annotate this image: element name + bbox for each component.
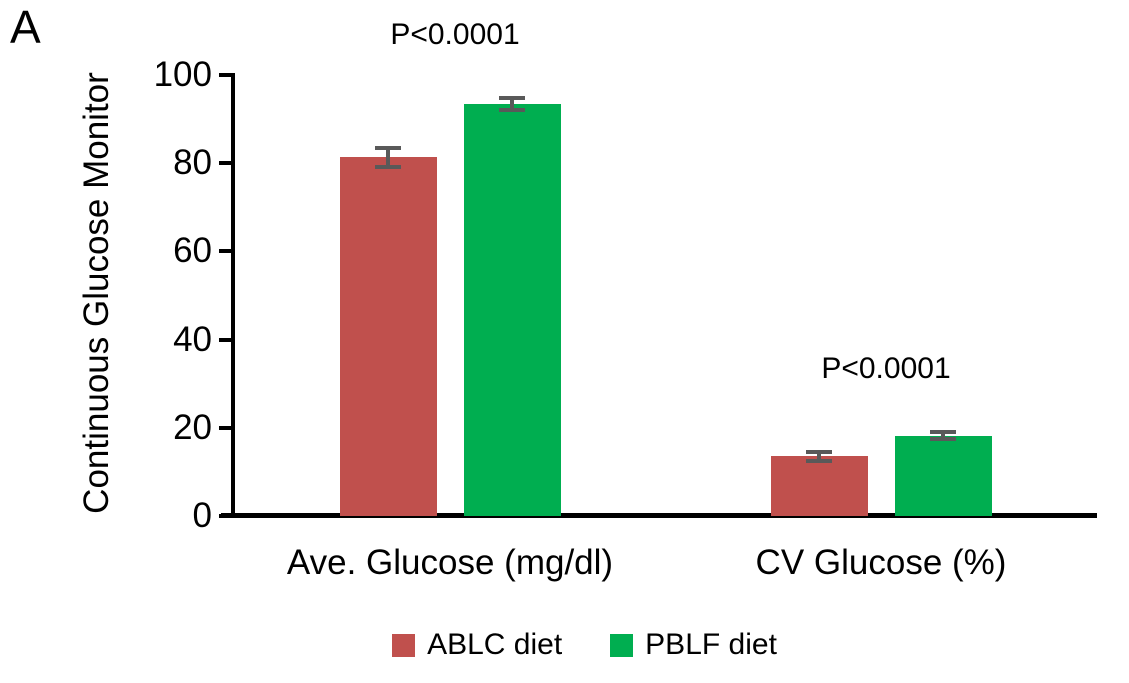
y-tick-label: 80 [173,143,212,183]
y-tick-mark [219,337,231,342]
y-tick-mark [219,249,231,254]
legend-swatch-icon [392,633,416,657]
bar-pblf-diet-0 [463,104,561,516]
y-axis-line [231,73,235,518]
legend-item: PBLF diet [610,628,777,662]
error-bar [510,98,514,110]
error-bar-cap [375,145,401,150]
error-bar-cap [499,96,525,101]
error-bar [817,452,821,461]
error-bar-cap [930,430,956,435]
p-value-annotation: P<0.0001 [390,18,520,52]
x-category-label: Ave. Glucose (mg/dl) [286,543,614,582]
y-tick-label: 0 [192,496,212,535]
x-category-label: CV Glucose (%) [755,543,1007,582]
y-tick-mark [219,73,231,77]
legend-item: ABLC diet [392,628,562,662]
error-bar-cap [806,458,832,463]
y-tick-label: 20 [173,407,212,447]
y-tick-mark [219,161,231,166]
p-value-annotation: P<0.0001 [821,352,951,386]
error-bar-cap [806,450,832,455]
y-tick-mark [219,425,231,430]
x-axis-line [221,513,1097,518]
error-bar [386,147,390,168]
panel-label: A [10,1,41,53]
legend-swatch-icon [610,633,634,657]
error-bar-cap [499,107,525,112]
legend-label: PBLF diet [645,628,777,661]
error-bar-cap [930,437,956,442]
y-tick-label: 60 [173,231,212,271]
y-tick-mark [219,514,231,518]
legend: ABLC diet PBLF diet [20,628,1129,662]
bar-pblf-diet-1 [894,435,992,516]
bar-ablc-diet-0 [339,157,437,516]
error-bar [941,432,945,440]
legend-label: ABLC diet [427,628,563,661]
y-tick-label: 100 [153,55,212,94]
y-tick-label: 40 [173,319,212,359]
bar-ablc-diet-1 [770,456,868,516]
error-bar-cap [375,165,401,170]
